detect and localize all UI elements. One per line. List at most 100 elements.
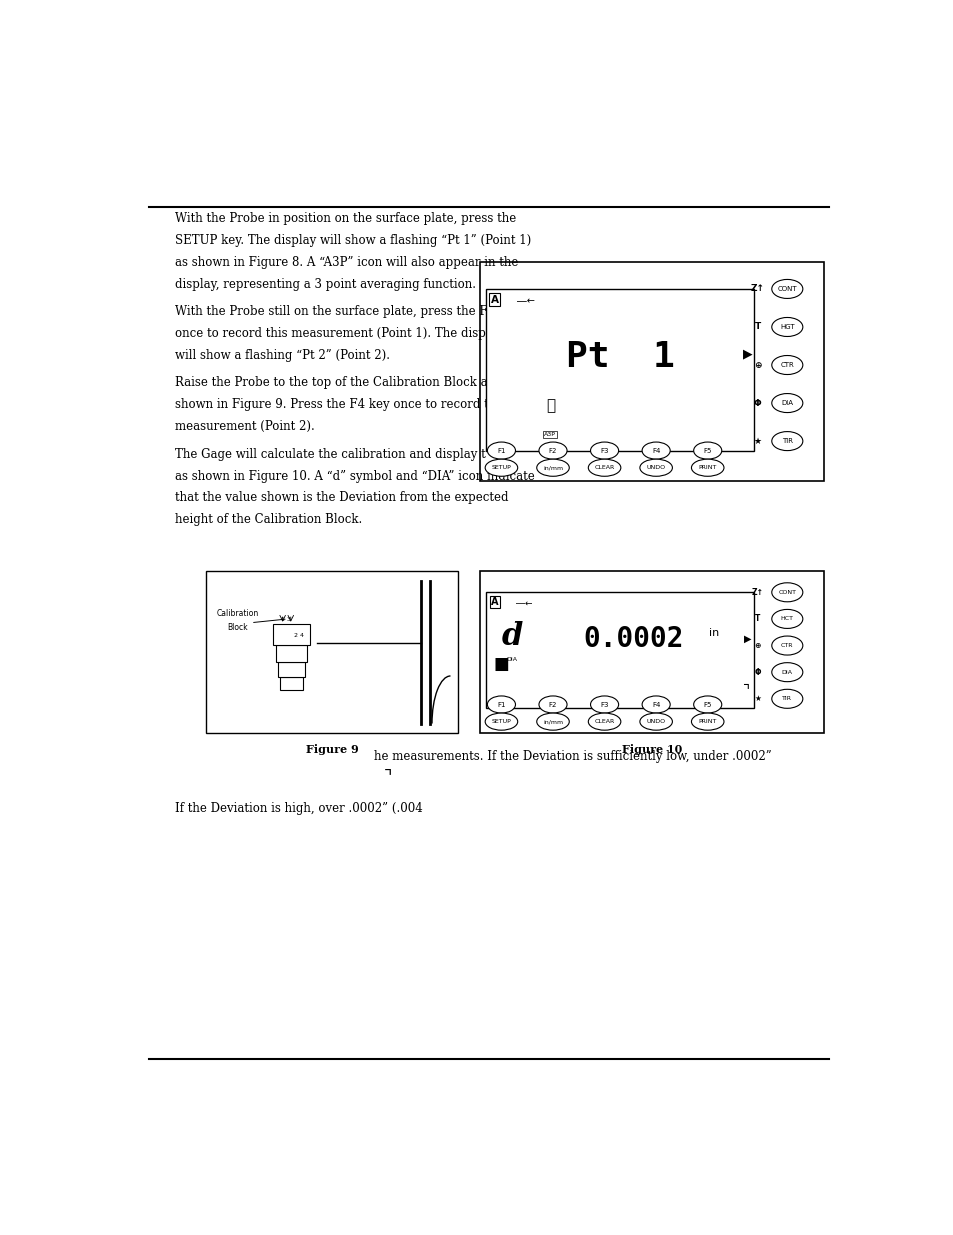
Text: F2: F2 bbox=[548, 701, 557, 708]
Ellipse shape bbox=[485, 459, 517, 477]
Text: 2 4: 2 4 bbox=[294, 632, 303, 637]
Text: F3: F3 bbox=[599, 701, 608, 708]
Ellipse shape bbox=[487, 442, 515, 459]
Text: ★: ★ bbox=[754, 694, 760, 703]
Text: Figure 9: Figure 9 bbox=[306, 745, 358, 756]
Text: ★: ★ bbox=[753, 437, 761, 446]
Text: display, representing a 3 point averaging function.: display, representing a 3 point averagin… bbox=[174, 278, 476, 290]
Bar bbox=[275, 645, 307, 662]
Text: DIA: DIA bbox=[505, 657, 517, 662]
Text: that the value shown is the Deviation from the expected: that the value shown is the Deviation fr… bbox=[174, 492, 508, 504]
Ellipse shape bbox=[771, 663, 802, 682]
Text: SETUP: SETUP bbox=[491, 466, 511, 471]
Ellipse shape bbox=[590, 442, 618, 459]
Text: Z↑: Z↑ bbox=[750, 284, 764, 294]
Text: ■: ■ bbox=[493, 656, 509, 673]
Text: ▶: ▶ bbox=[742, 347, 752, 361]
Text: Φ: Φ bbox=[754, 668, 760, 677]
Ellipse shape bbox=[771, 583, 802, 601]
Text: ―←: ―← bbox=[515, 599, 532, 608]
Text: Figure 10: Figure 10 bbox=[621, 745, 681, 756]
FancyBboxPatch shape bbox=[206, 572, 457, 734]
Text: ▶: ▶ bbox=[743, 634, 751, 643]
Ellipse shape bbox=[771, 279, 802, 299]
Ellipse shape bbox=[588, 713, 620, 730]
Text: A3P: A3P bbox=[544, 432, 556, 437]
Text: F4: F4 bbox=[651, 447, 659, 453]
Text: CONT: CONT bbox=[778, 590, 796, 595]
Text: TIR: TIR bbox=[781, 697, 792, 701]
Text: T: T bbox=[754, 322, 760, 331]
Text: in: in bbox=[708, 627, 719, 638]
Text: CLEAR: CLEAR bbox=[594, 466, 614, 471]
Text: Φ: Φ bbox=[753, 399, 760, 408]
Text: PRINT: PRINT bbox=[698, 719, 716, 724]
Text: ―←: ―← bbox=[517, 296, 535, 306]
Text: shown in Figure 9. Press the F4 key once to record this: shown in Figure 9. Press the F4 key once… bbox=[174, 399, 505, 411]
Ellipse shape bbox=[588, 459, 620, 477]
Text: ⌝: ⌝ bbox=[383, 768, 392, 787]
Text: With the Probe in position on the surface plate, press the: With the Probe in position on the surfac… bbox=[174, 212, 516, 225]
FancyBboxPatch shape bbox=[479, 262, 823, 482]
Ellipse shape bbox=[590, 697, 618, 713]
Text: Raise the Probe to the top of the Calibration Block as: Raise the Probe to the top of the Calibr… bbox=[174, 377, 493, 389]
Text: ⌝: ⌝ bbox=[740, 683, 748, 699]
Ellipse shape bbox=[771, 317, 802, 336]
Ellipse shape bbox=[693, 697, 721, 713]
Text: UNDO: UNDO bbox=[646, 466, 665, 471]
Text: will show a flashing “Pt 2” (Point 2).: will show a flashing “Pt 2” (Point 2). bbox=[174, 348, 389, 362]
Ellipse shape bbox=[487, 697, 515, 713]
Ellipse shape bbox=[693, 442, 721, 459]
FancyBboxPatch shape bbox=[485, 289, 753, 451]
Text: F5: F5 bbox=[702, 447, 711, 453]
Text: If the Deviation is high, over .0002” (.004: If the Deviation is high, over .0002” (.… bbox=[174, 803, 422, 815]
Text: CLEAR: CLEAR bbox=[594, 719, 614, 724]
Text: T: T bbox=[754, 615, 760, 624]
FancyBboxPatch shape bbox=[479, 572, 823, 734]
Bar bbox=[280, 677, 302, 690]
Ellipse shape bbox=[538, 442, 566, 459]
Ellipse shape bbox=[639, 459, 672, 477]
Text: F4: F4 bbox=[651, 701, 659, 708]
Text: CONT: CONT bbox=[777, 287, 797, 291]
Text: as shown in Figure 8. A “A3P” icon will also appear in the: as shown in Figure 8. A “A3P” icon will … bbox=[174, 256, 517, 269]
Text: CTR: CTR bbox=[780, 362, 793, 368]
Ellipse shape bbox=[771, 609, 802, 629]
FancyBboxPatch shape bbox=[485, 593, 753, 709]
Text: Z↑: Z↑ bbox=[751, 588, 763, 597]
Bar bbox=[273, 624, 310, 645]
Text: in/mm: in/mm bbox=[542, 719, 562, 724]
Text: he measurements. If the Deviation is sufficiently low, under .0002”: he measurements. If the Deviation is suf… bbox=[374, 750, 771, 763]
Text: F1: F1 bbox=[497, 701, 505, 708]
Text: Pt  1: Pt 1 bbox=[565, 340, 674, 374]
Ellipse shape bbox=[771, 689, 802, 709]
Ellipse shape bbox=[537, 459, 569, 477]
Text: once to record this measurement (Point 1). The display: once to record this measurement (Point 1… bbox=[174, 327, 502, 340]
Ellipse shape bbox=[641, 697, 670, 713]
Ellipse shape bbox=[538, 697, 566, 713]
Text: F1: F1 bbox=[497, 447, 505, 453]
Ellipse shape bbox=[771, 394, 802, 412]
Text: UNDO: UNDO bbox=[646, 719, 665, 724]
Text: A: A bbox=[491, 597, 498, 608]
Text: ⊕: ⊕ bbox=[753, 361, 760, 369]
Text: 1 3: 1 3 bbox=[281, 616, 291, 621]
Ellipse shape bbox=[771, 431, 802, 451]
Text: DIA: DIA bbox=[781, 669, 792, 674]
Ellipse shape bbox=[771, 356, 802, 374]
Text: height of the Calibration Block.: height of the Calibration Block. bbox=[174, 514, 361, 526]
Text: ⚿: ⚿ bbox=[545, 398, 555, 412]
Text: ⊕: ⊕ bbox=[754, 641, 760, 650]
Text: A: A bbox=[491, 295, 498, 305]
Text: Block: Block bbox=[227, 622, 248, 632]
Text: The Gage will calculate the calibration and display t: The Gage will calculate the calibration … bbox=[174, 448, 485, 461]
Ellipse shape bbox=[485, 713, 517, 730]
Ellipse shape bbox=[691, 459, 723, 477]
Ellipse shape bbox=[639, 713, 672, 730]
Text: measurement (Point 2).: measurement (Point 2). bbox=[174, 420, 314, 433]
Text: TIR: TIR bbox=[781, 438, 792, 445]
Text: HGT: HGT bbox=[780, 324, 794, 330]
Text: CTR: CTR bbox=[781, 643, 793, 648]
Bar bbox=[278, 662, 305, 677]
Text: F5: F5 bbox=[702, 701, 711, 708]
